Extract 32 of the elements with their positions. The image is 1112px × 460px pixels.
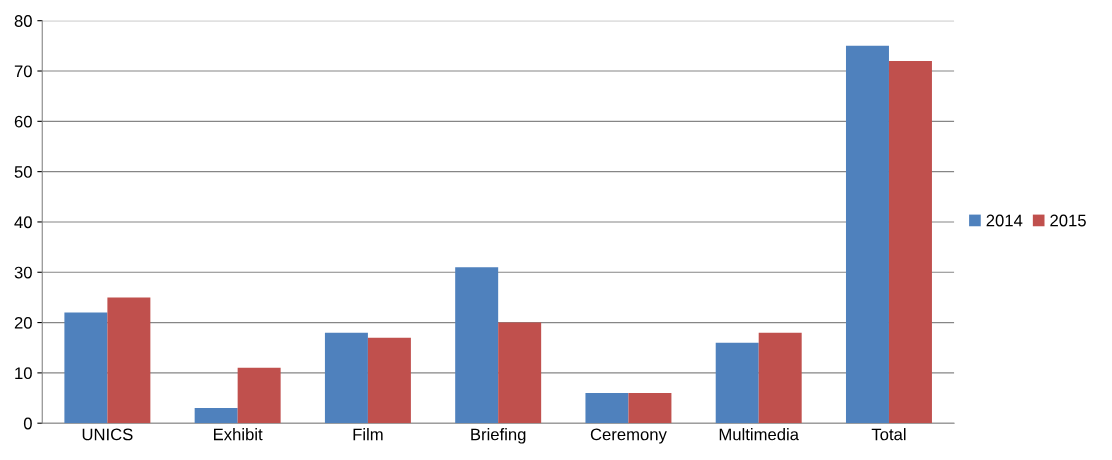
- bar: [64, 312, 108, 424]
- bar: [585, 393, 629, 424]
- y-tick-label: 10: [15, 367, 32, 380]
- x-tick-label: Briefing: [471, 428, 526, 444]
- x-tick-label: Film: [353, 428, 383, 441]
- y-tick-label: 80: [14, 15, 32, 27]
- y-tick-label: 60: [14, 115, 32, 128]
- y-tick-label: 70: [14, 65, 32, 78]
- x-tick-label: Exhibit: [214, 428, 263, 441]
- bar: [324, 332, 368, 424]
- legend-label: 2014: [986, 214, 1023, 227]
- y-tick-label: 50: [14, 166, 32, 178]
- x-tick-label: Multimedia: [719, 428, 799, 441]
- bar: [845, 45, 889, 424]
- y-tick-label: 20: [14, 316, 32, 329]
- bar: [758, 332, 802, 424]
- bar: [498, 322, 542, 424]
- bar: [107, 297, 151, 424]
- x-tick-label: Total: [871, 428, 906, 441]
- y-tick-label: 30: [14, 266, 32, 279]
- bar: [715, 342, 759, 424]
- bar: [237, 367, 281, 424]
- y-tick-label: 40: [14, 216, 32, 229]
- bar: [628, 393, 672, 424]
- y-tick-label: 0: [23, 417, 32, 430]
- bar: [194, 408, 238, 424]
- bar: [888, 60, 932, 424]
- bar: [455, 267, 499, 424]
- legend-label: 2015: [1050, 214, 1086, 227]
- bar: [367, 337, 411, 424]
- x-tick-label: Ceremony: [590, 428, 667, 444]
- x-tick-label: UNICS: [82, 428, 133, 441]
